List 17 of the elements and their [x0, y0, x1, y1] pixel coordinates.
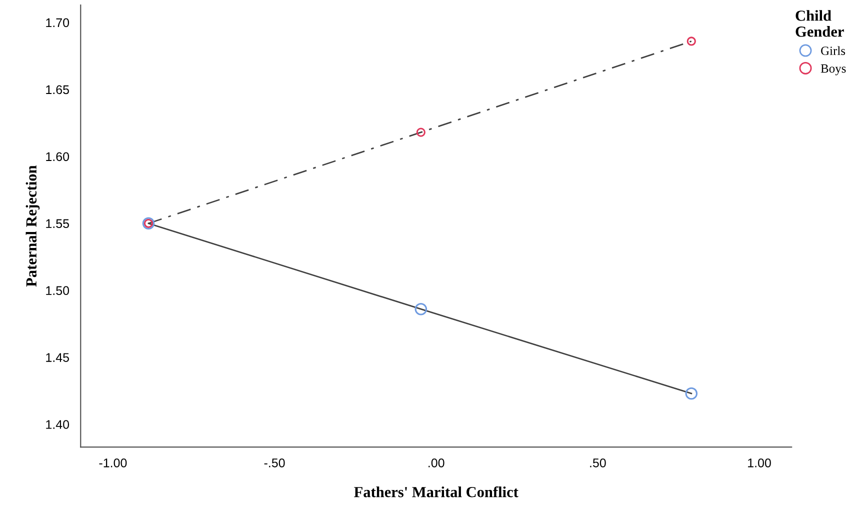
- y-tick-label: 1.45: [46, 353, 69, 362]
- legend-title: Child Gender: [796, 10, 844, 37]
- y-tick-label: 1.60: [46, 152, 70, 162]
- y-tick-label: 1.50: [46, 286, 70, 295]
- x-axis-title: Fathers' Marital Conflict: [354, 486, 518, 498]
- x-tick-label: -.50: [264, 458, 285, 468]
- legend-label: Girls: [821, 46, 846, 56]
- x-tick-label: .50: [590, 458, 606, 468]
- legend-label: Boys: [820, 64, 846, 76]
- x-tick-label: 1.00: [748, 458, 771, 468]
- y-axis-title: Paternal Rejection: [26, 165, 40, 287]
- x-tick-label: -1.00: [99, 458, 127, 468]
- y-tick-label: 1.40: [46, 420, 70, 429]
- y-tick-label: 1.65: [46, 85, 69, 94]
- y-tick-label: 1.70: [46, 18, 70, 28]
- y-tick-label: 1.55: [46, 219, 69, 228]
- x-tick-label: .00: [428, 458, 444, 468]
